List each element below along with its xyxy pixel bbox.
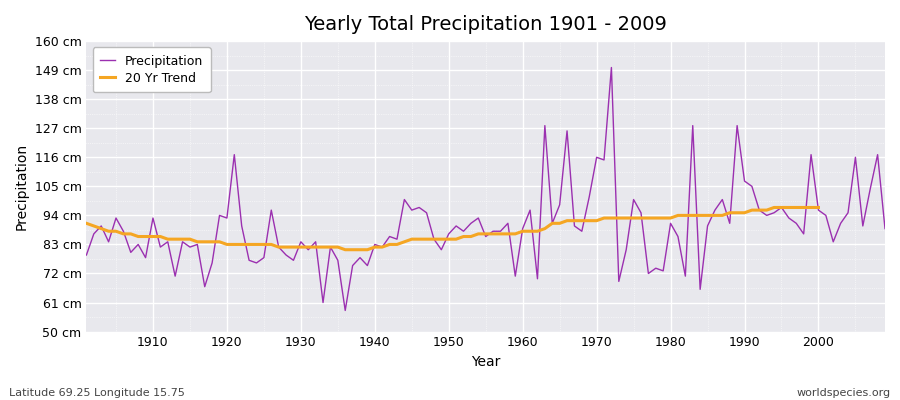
20 Yr Trend	[251, 242, 262, 247]
20 Yr Trend	[769, 205, 779, 210]
X-axis label: Year: Year	[471, 355, 500, 369]
20 Yr Trend	[525, 229, 535, 234]
Precipitation	[518, 226, 528, 231]
Precipitation	[81, 253, 92, 258]
20 Yr Trend	[791, 205, 802, 210]
Line: Precipitation: Precipitation	[86, 68, 885, 310]
Precipitation	[302, 247, 313, 252]
Y-axis label: Precipitation: Precipitation	[15, 143, 29, 230]
Precipitation	[606, 65, 616, 70]
Text: worldspecies.org: worldspecies.org	[796, 388, 891, 398]
Text: Latitude 69.25 Longitude 15.75: Latitude 69.25 Longitude 15.75	[9, 388, 184, 398]
Precipitation	[621, 247, 632, 252]
Title: Yearly Total Precipitation 1901 - 2009: Yearly Total Precipitation 1901 - 2009	[304, 15, 667, 34]
20 Yr Trend	[221, 242, 232, 247]
20 Yr Trend	[813, 205, 824, 210]
Precipitation	[340, 308, 351, 313]
Precipitation	[355, 255, 365, 260]
Line: 20 Yr Trend: 20 Yr Trend	[86, 208, 818, 250]
20 Yr Trend	[465, 234, 476, 239]
Precipitation	[525, 208, 535, 212]
20 Yr Trend	[761, 208, 772, 212]
Legend: Precipitation, 20 Yr Trend: Precipitation, 20 Yr Trend	[93, 47, 211, 92]
20 Yr Trend	[340, 247, 351, 252]
Precipitation	[879, 226, 890, 231]
Precipitation	[140, 255, 151, 260]
20 Yr Trend	[81, 221, 92, 226]
